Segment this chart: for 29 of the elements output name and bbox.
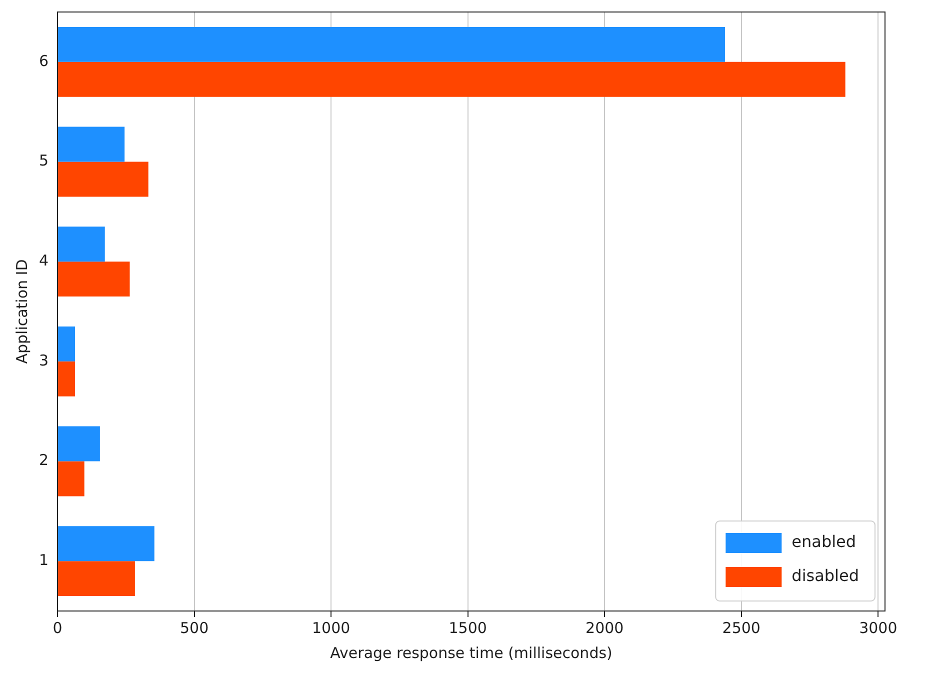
x-tick-label: 2000 xyxy=(586,618,624,637)
bar xyxy=(58,226,105,262)
bar xyxy=(58,561,135,596)
y-tick-label: 2 xyxy=(38,451,49,470)
x-tick-label: 1000 xyxy=(312,618,350,637)
bar xyxy=(58,26,725,62)
bar xyxy=(58,461,84,496)
y-tick-label: 3 xyxy=(38,351,49,370)
y-axis-title: Application ID xyxy=(12,259,31,364)
x-tick-label: 3000 xyxy=(859,618,898,637)
y-tick-label: 1 xyxy=(38,550,49,569)
bar xyxy=(58,162,148,197)
bar xyxy=(58,262,130,297)
bar xyxy=(58,326,76,362)
y-tick-label: 4 xyxy=(38,251,49,270)
legend-label: enabled xyxy=(792,532,856,552)
x-tick-label: 1500 xyxy=(448,618,487,637)
bar xyxy=(58,426,100,462)
bar xyxy=(58,126,125,162)
y-tick-label: 6 xyxy=(38,52,49,70)
x-tick-label: 500 xyxy=(180,618,209,637)
x-tick-label: 2500 xyxy=(722,618,760,637)
bar xyxy=(58,62,846,97)
bar xyxy=(58,361,76,396)
x-axis-title: Average response time (milliseconds) xyxy=(330,644,612,662)
x-tick-label: 0 xyxy=(52,618,62,637)
legend-label: disabled xyxy=(792,566,859,586)
y-tick-label: 5 xyxy=(38,152,49,170)
bar xyxy=(58,526,154,562)
